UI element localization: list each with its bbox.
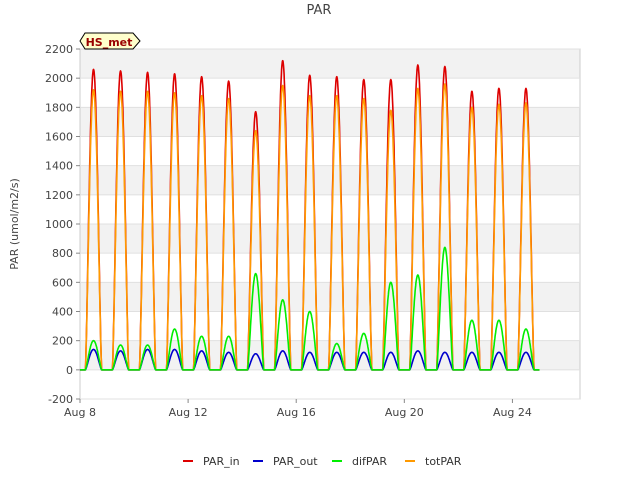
legend-label: totPAR [425, 455, 462, 468]
y-tick-label: 1000 [45, 218, 73, 231]
y-tick-label: 200 [52, 335, 73, 348]
chart-title: PAR [307, 3, 332, 18]
y-tick-label: 1600 [45, 131, 73, 144]
x-tick-label: Aug 20 [385, 406, 424, 419]
x-tick-label: Aug 24 [493, 406, 532, 419]
grid-band [80, 224, 580, 254]
site-label: HS_met [86, 36, 133, 49]
x-tick-label: Aug 16 [277, 406, 316, 419]
grid-band [80, 49, 580, 79]
y-axis-label: PAR (umol/m2/s) [8, 178, 21, 270]
y-tick-label: 2200 [45, 43, 73, 56]
y-tick-label: -200 [48, 393, 73, 406]
y-tick-label: 800 [52, 247, 73, 260]
site-label-box: HS_met [79, 32, 141, 50]
x-tick-label: Aug 12 [169, 406, 208, 419]
legend-label: difPAR [352, 455, 387, 468]
y-tick-label: 1400 [45, 160, 73, 173]
y-tick-label: 400 [52, 306, 73, 319]
y-tick-label: 1200 [45, 189, 73, 202]
grid-band [80, 165, 580, 195]
legend-label: PAR_in [203, 455, 240, 468]
series-line-difpar [79, 246, 540, 371]
y-tick-label: 0 [66, 364, 73, 377]
y-tick-label: 1800 [45, 101, 73, 114]
y-tick-label: 600 [52, 276, 73, 289]
x-tick-label: Aug 8 [64, 406, 96, 419]
grid-band [80, 107, 580, 137]
legend-label: PAR_out [273, 455, 318, 468]
y-tick-label: 2000 [45, 72, 73, 85]
